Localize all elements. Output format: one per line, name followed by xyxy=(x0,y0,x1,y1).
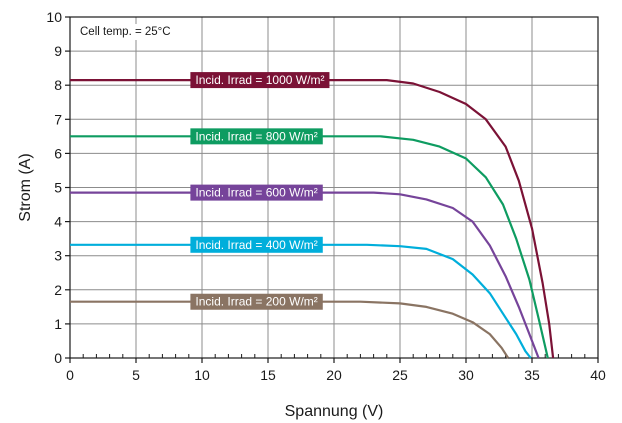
y-axis-title: Strom (A) xyxy=(17,153,34,221)
x-tick-label: 20 xyxy=(326,367,342,383)
y-tick-label: 2 xyxy=(54,282,62,298)
x-tick-label: 10 xyxy=(194,367,210,383)
x-tick-label: 15 xyxy=(260,367,276,383)
y-tick-label: 6 xyxy=(54,145,62,161)
annotation-background xyxy=(76,24,175,40)
annotation-cell-temp: Cell temp. = 25°C xyxy=(80,26,171,38)
y-axis-ticks: 0 1 2 3 4 5 6 7 8 9 10 xyxy=(46,9,70,366)
annotation-box: Cell temp. = 25°C xyxy=(76,24,175,40)
series-line-4 xyxy=(70,300,510,359)
series-label-2: Incid. Irrad = 600 W/m² xyxy=(190,184,323,201)
x-tick-label: 35 xyxy=(524,367,540,383)
y-tick-label: 0 xyxy=(54,350,62,366)
minor-ticks xyxy=(82,354,586,358)
series-label-text: Incid. Irrad = 600 W/m² xyxy=(195,186,317,200)
series-lines xyxy=(70,79,555,359)
series-label-box xyxy=(190,236,323,253)
x-tick-label: 25 xyxy=(392,367,408,383)
series-line-1 xyxy=(70,135,549,359)
series-label-box xyxy=(190,184,323,201)
x-tick-label: 5 xyxy=(132,367,140,383)
series-label-box xyxy=(190,128,323,145)
x-axis-title: Spannung (V) xyxy=(285,403,384,420)
series-label-3: Incid. Irrad = 400 W/m² xyxy=(190,236,323,253)
y-tick-label: 4 xyxy=(54,214,62,230)
y-tick-label: 3 xyxy=(54,248,62,264)
y-tick-label: 5 xyxy=(54,180,62,196)
x-tick-label: 0 xyxy=(66,367,74,383)
series-label-0: Incid. Irrad = 1000 W/m² xyxy=(190,72,330,89)
series-label-box xyxy=(190,72,330,89)
x-tick-label: 40 xyxy=(590,367,606,383)
y-tick-label: 7 xyxy=(54,111,62,127)
x-axis-ticks: 0 5 10 15 20 25 30 35 40 xyxy=(66,358,606,383)
y-tick-label: 1 xyxy=(54,316,62,332)
series-label-1: Incid. Irrad = 800 W/m² xyxy=(190,128,323,145)
y-tick-label: 9 xyxy=(54,43,62,59)
series-label-box xyxy=(190,293,323,310)
series-label-text: Incid. Irrad = 200 W/m² xyxy=(195,295,317,309)
x-tick-label: 30 xyxy=(458,367,474,383)
y-tick-label: 8 xyxy=(54,77,62,93)
y-tick-label: 10 xyxy=(46,9,62,25)
series-label-text: Incid. Irrad = 1000 W/m² xyxy=(195,73,324,87)
series-line-3 xyxy=(70,243,532,359)
series-line-0 xyxy=(70,79,555,359)
series-label-text: Incid. Irrad = 800 W/m² xyxy=(195,129,317,143)
grid xyxy=(70,17,598,358)
series-line-2 xyxy=(70,191,540,359)
series-label-text: Incid. Irrad = 400 W/m² xyxy=(195,238,317,252)
series-label-4: Incid. Irrad = 200 W/m² xyxy=(190,293,323,310)
series-labels: Incid. Irrad = 1000 W/m² Incid. Irrad = 8… xyxy=(190,72,330,310)
